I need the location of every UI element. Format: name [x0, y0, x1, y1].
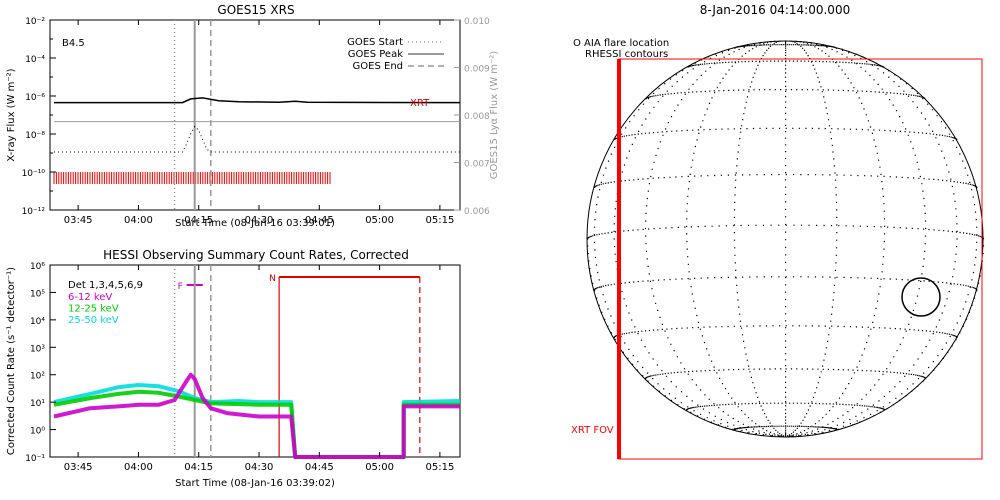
hessi-y-axis-ticks: 10⁻¹ 10⁰ 10¹ 10² 10³ 10⁴ 10⁵ 10⁶ — [25, 262, 56, 464]
xrt-fov-label: XRT FOV — [571, 425, 614, 436]
solar-limb — [586, 40, 984, 438]
goes-y-tick-label: 10⁻¹⁰ — [22, 169, 46, 179]
hessi-y-tick-label: 10² — [30, 372, 45, 382]
hessi-x-tick-label: 04:00 — [124, 462, 153, 473]
solar-map: 8-Jan-2016 04:14:00.000 O AIA flare loca… — [571, 3, 985, 460]
hessi-y-tick-label: 10⁻¹ — [25, 454, 45, 464]
goes-y-axis-ticks: 10⁻¹² 10⁻¹⁰ 10⁻⁸ 10⁻⁶ 10⁻⁴ 10⁻² — [22, 17, 56, 217]
hessi-flags: FN — [178, 274, 421, 457]
hessi-x-tick-label: 04:15 — [184, 462, 213, 473]
hessi-x-tick-label: 04:45 — [305, 462, 334, 473]
goes-y-tick-label: 10⁻⁴ — [25, 55, 45, 65]
hessi-flare-flag-label: F — [178, 282, 183, 292]
goes-series — [54, 97, 461, 153]
goes-series-line — [54, 125, 460, 153]
hessi-y-tick-label: 10⁰ — [30, 427, 45, 437]
goes-x-tick-label: 04:15 — [184, 215, 213, 226]
goes-y2-tick-label: 0.006 — [464, 207, 490, 217]
solar-grid — [587, 40, 985, 438]
goes-x-tick-label: 05:00 — [365, 215, 394, 226]
goes-annotation: B4.5 — [62, 38, 85, 49]
goes-y2-axis-label: GOES15 Lyα Flux (W m⁻²) — [489, 51, 500, 179]
goes-y-tick-label: 10⁻¹² — [22, 207, 46, 217]
hessi-series — [53, 372, 461, 459]
goes-y2-tick-label: 0.009 — [464, 65, 490, 75]
hessi-event-lines — [173, 265, 212, 457]
goes-y-tick-label: 10⁻⁸ — [25, 131, 45, 141]
hessi-title: HESSI Observing Summary Count Rates, Cor… — [103, 248, 409, 262]
goes-x-tick-label: 03:45 — [64, 215, 93, 226]
goes-x-tick-label: 04:45 — [305, 215, 334, 226]
hessi-y-tick-label: 10¹ — [30, 399, 45, 409]
hessi-x-tick-label: 04:30 — [245, 462, 274, 473]
goes-legend-label: GOES End — [353, 61, 403, 72]
hessi-y-tick-label: 10⁵ — [30, 289, 45, 299]
solar-legend-rhessi: RHESSI contours — [585, 49, 668, 60]
goes-y-tick-label: 10⁻² — [25, 17, 45, 27]
hessi-night-flag-label: N — [269, 274, 276, 284]
hessi-series-line — [53, 372, 460, 459]
hessi-legend-header: Det 1,3,4,5,6,9 — [68, 280, 143, 291]
solar-map-title: 8-Jan-2016 04:14:00.000 — [700, 3, 850, 17]
hessi-x-tick-label: 03:45 — [64, 462, 93, 473]
hessi-legend-item: 25-50 keV — [68, 315, 119, 326]
goes-y2-tick-label: 0.007 — [464, 160, 490, 170]
hessi-x-axis-ticks: 03:45 04:00 04:15 04:30 04:45 05:00 05:15 — [64, 265, 454, 473]
hessi-x-tick-label: 05:15 — [425, 462, 454, 473]
hessi-legend-item: 6-12 keV — [68, 292, 112, 303]
goes-x-axis-label: Start Time (08-Jan-16 03:39:01) — [175, 218, 335, 229]
goes-y2-axis-ticks: 0.006 0.007 0.008 0.009 0.010 — [454, 17, 490, 217]
goes-y2-tick-label: 0.010 — [464, 17, 490, 27]
hessi-plot-frame — [49, 264, 461, 458]
goes-panel: GOES15 XRS 03:45 04:00 04:15 04:30 04:45 05:0… — [6, 3, 500, 229]
hessi-panel: HESSI Observing Summary Count Rates, Cor… — [6, 248, 461, 489]
hessi-x-tick-label: 05:00 — [365, 462, 394, 473]
goes-x-tick-label: 04:30 — [245, 215, 274, 226]
goes-y2-tick-label: 0.008 — [464, 112, 490, 122]
xrt-fov-edge — [617, 59, 621, 459]
solar-legend-aia: O AIA flare location — [573, 38, 669, 49]
flare-location-marker — [901, 277, 941, 317]
hessi-y-tick-label: 10⁴ — [30, 317, 45, 327]
goes-y-tick-label: 10⁻⁶ — [25, 93, 45, 103]
hessi-y-axis-label: Corrected Count Rate (s⁻¹ detector⁻¹) — [6, 267, 17, 455]
goes-xrt-marks — [53, 172, 331, 184]
goes-legend-label: GOES Start — [347, 37, 403, 48]
goes-event-lines — [173, 20, 212, 210]
goes-series-line — [54, 97, 461, 104]
goes-legend-label: GOES Peak — [348, 49, 403, 60]
goes-x-axis-ticks: 03:45 04:00 04:15 04:30 04:45 05:00 05:15 — [64, 20, 454, 226]
solar-grid-dots — [587, 40, 985, 438]
hessi-y-tick-label: 10⁶ — [30, 262, 45, 272]
hessi-legend-item: 12-25 keV — [68, 304, 119, 315]
xrt-label: XRT — [410, 98, 430, 109]
goes-x-tick-label: 04:00 — [124, 215, 153, 226]
xrt-fov-box — [618, 58, 983, 460]
goes-y-axis-label: X-ray Flux (W m⁻²) — [6, 68, 17, 161]
goes-title: GOES15 XRS — [217, 3, 294, 17]
goes-x-tick-label: 05:15 — [425, 215, 454, 226]
hessi-y-tick-label: 10³ — [30, 344, 45, 354]
hessi-x-axis-label: Start Time (08-Jan-16 03:39:02) — [175, 478, 335, 489]
